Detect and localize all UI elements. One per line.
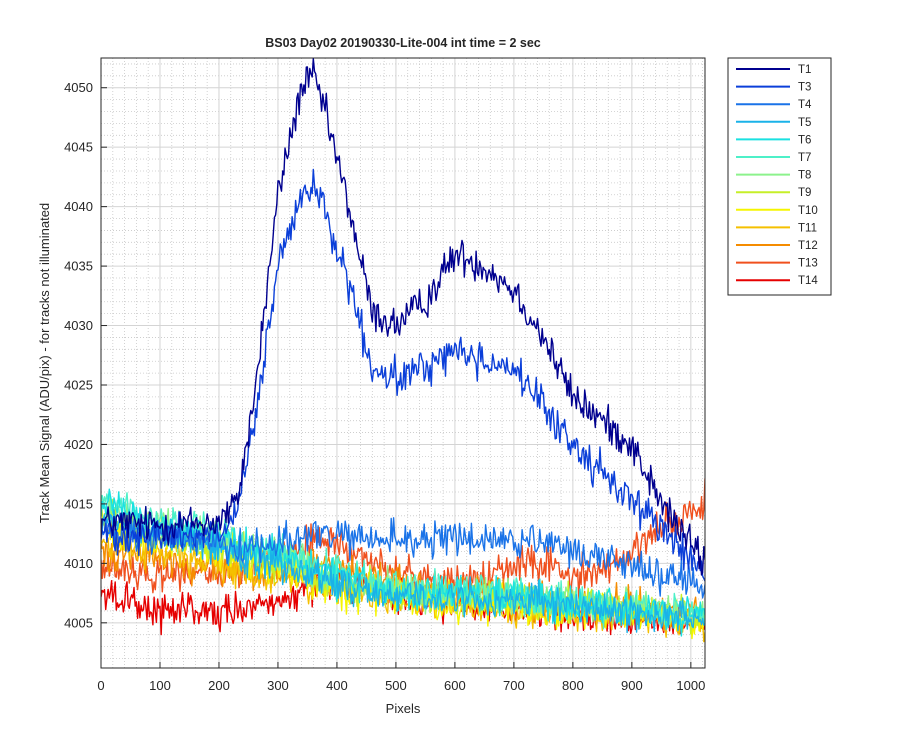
legend-items: T1 T3 T4 T5 T6 T7 T8 T9 T10 T11 T12 T13 T14 bbox=[736, 64, 818, 287]
legend-label: T13 bbox=[798, 258, 818, 270]
x-tick-label: 400 bbox=[326, 678, 348, 693]
x-tick-label: 1000 bbox=[676, 678, 705, 693]
x-axis-label: Pixels bbox=[386, 701, 421, 716]
legend: T1 T3 T4 T5 T6 T7 T8 T9 T10 T11 T12 T13 T14 bbox=[727, 57, 832, 296]
y-tick-label: 4045 bbox=[64, 140, 93, 155]
x-tick-label: 100 bbox=[149, 678, 171, 693]
legend-label: T1 bbox=[798, 64, 811, 76]
y-axis-label: Track Mean Signal (ADU/pix) - for tracks… bbox=[37, 203, 52, 523]
legend-label: T10 bbox=[798, 205, 818, 217]
x-tick-label: 600 bbox=[444, 678, 466, 693]
y-tick-label: 4040 bbox=[64, 199, 93, 214]
y-tick-label: 4020 bbox=[64, 437, 93, 452]
legend-label: T4 bbox=[798, 99, 812, 111]
y-tick-label: 4005 bbox=[64, 615, 93, 630]
series-lines bbox=[101, 58, 705, 643]
series-line-T1 bbox=[101, 58, 705, 576]
y-tick-label: 4010 bbox=[64, 556, 93, 571]
chart-title: BS03 Day02 20190330-Lite-004 int time = … bbox=[265, 36, 541, 50]
x-tick-labels: 0 100 200 300 400 500 600 700 800 900 1000 bbox=[97, 678, 705, 693]
legend-label: T7 bbox=[798, 152, 811, 164]
x-tick-label: 200 bbox=[208, 678, 230, 693]
x-tick-label: 300 bbox=[267, 678, 289, 693]
legend-box bbox=[727, 57, 832, 296]
y-tick-label: 4025 bbox=[64, 377, 93, 392]
legend-label: T5 bbox=[798, 117, 811, 129]
x-tick-label: 900 bbox=[621, 678, 643, 693]
legend-label: T9 bbox=[798, 187, 811, 199]
plot-area bbox=[100, 57, 706, 669]
x-tick-label: 800 bbox=[562, 678, 584, 693]
legend-label: T11 bbox=[798, 222, 817, 234]
legend-label: T12 bbox=[798, 240, 818, 252]
plot-border bbox=[100, 57, 706, 669]
y-tick-labels: 4005 4010 4015 4020 4025 4030 4035 4040 4045 4050 bbox=[64, 80, 93, 630]
y-tick-label: 4050 bbox=[64, 80, 93, 95]
y-tick-label: 4030 bbox=[64, 318, 93, 333]
legend-label: T3 bbox=[798, 82, 811, 94]
y-tick-label: 4015 bbox=[64, 496, 93, 511]
y-tick-label: 4035 bbox=[64, 259, 93, 274]
legend-label: T6 bbox=[798, 134, 811, 146]
series-line-T5 bbox=[101, 509, 705, 634]
axis-ticks bbox=[100, 87, 692, 668]
series-line-T4 bbox=[101, 514, 705, 599]
x-tick-label: 0 bbox=[97, 678, 104, 693]
legend-label: T14 bbox=[798, 275, 818, 287]
x-tick-label: 700 bbox=[503, 678, 525, 693]
x-tick-label: 500 bbox=[385, 678, 407, 693]
legend-label: T8 bbox=[798, 170, 811, 182]
series-line-T3 bbox=[101, 168, 705, 582]
